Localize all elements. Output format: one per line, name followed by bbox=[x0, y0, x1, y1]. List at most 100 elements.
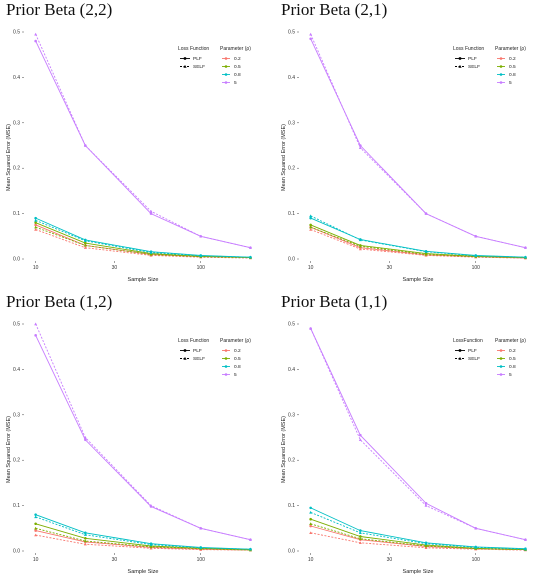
legend-key-triangle bbox=[183, 64, 187, 68]
y-tick-label: 0.4 bbox=[288, 367, 295, 373]
chart-title: Prior Beta (1,1) bbox=[281, 292, 388, 311]
legend-key-dot bbox=[224, 349, 228, 352]
y-tick-label: 0.5 bbox=[288, 322, 295, 328]
data-point-triangle bbox=[474, 526, 478, 530]
data-point-triangle bbox=[424, 252, 428, 256]
data-point-circle bbox=[309, 517, 312, 521]
data-point-triangle bbox=[309, 327, 313, 330]
series-line-self-5 bbox=[310, 328, 526, 541]
y-tick-label: 0.0 bbox=[13, 549, 20, 555]
legend-title-parameter: Parameter (ρ) bbox=[220, 338, 251, 344]
y-tick-label: 0.3 bbox=[13, 120, 20, 126]
data-point-circle bbox=[34, 223, 37, 227]
legend-label-parameter: 0.8 bbox=[234, 72, 241, 78]
series-line-plf-5 bbox=[35, 335, 251, 541]
legend-title-loss: LossFunction bbox=[453, 338, 483, 344]
line-chart: 0.0 0.1 0.2 0.3 0.4 0.5 10 30 100 Sample Size Mean… bbox=[281, 30, 527, 283]
legend-key-dot bbox=[499, 65, 503, 68]
x-tick-label: 30 bbox=[112, 557, 118, 563]
data-point-triangle bbox=[309, 225, 313, 229]
x-tick-label: 100 bbox=[197, 265, 206, 271]
series-line-plf-5 bbox=[35, 40, 251, 249]
series-line-self-5 bbox=[35, 34, 251, 249]
data-point-triangle bbox=[248, 255, 252, 259]
legend-label-parameter: 5 bbox=[234, 372, 237, 378]
y-tick-label: 0.3 bbox=[13, 412, 20, 418]
chart-title: Prior Beta (2,2) bbox=[6, 0, 113, 19]
x-tick-label: 100 bbox=[472, 265, 481, 271]
legend-label-parameter: 0.5 bbox=[509, 64, 516, 70]
data-point-triangle bbox=[358, 146, 362, 149]
data-point-triangle bbox=[523, 538, 527, 541]
x-axis-label: Sample Size bbox=[128, 569, 159, 575]
legend-label-loss: PLF bbox=[193, 348, 202, 354]
series-line-self-08 bbox=[310, 215, 526, 258]
y-axis-label: Mean Squared Error (MSE) bbox=[281, 416, 287, 483]
y-tick-label: 0.4 bbox=[13, 367, 20, 373]
series-line-self-5 bbox=[310, 34, 526, 249]
legend-label-loss: SELF bbox=[468, 356, 480, 362]
data-point-triangle bbox=[424, 212, 428, 215]
panel-prior-beta-2-2: Prior Beta (2,2) 0.0 0.1 0.2 0.3 0.4 0.5 10 30 1… bbox=[0, 0, 275, 292]
legend-key-dot bbox=[224, 73, 228, 76]
y-tick-label: 0.5 bbox=[288, 30, 295, 36]
data-point-triangle bbox=[523, 255, 527, 259]
data-point-circle bbox=[34, 522, 37, 526]
data-point-triangle bbox=[309, 227, 313, 231]
legend-label-loss: SELF bbox=[468, 64, 480, 70]
data-point-triangle bbox=[358, 238, 362, 242]
legend-label-loss: PLF bbox=[468, 348, 477, 354]
y-tick-label: 0.0 bbox=[288, 257, 295, 263]
data-point-triangle bbox=[358, 247, 362, 251]
y-axis-label: Mean Squared Error (MSE) bbox=[281, 124, 287, 191]
legend-key-dot bbox=[499, 73, 503, 76]
legend-label-parameter: 0.5 bbox=[509, 356, 516, 362]
legend-key-dot bbox=[499, 357, 503, 360]
legend-label-loss: PLF bbox=[468, 56, 477, 62]
legend-label-parameter: 0.8 bbox=[509, 364, 516, 370]
legend-key-dot bbox=[224, 81, 228, 84]
y-tick-label: 0.2 bbox=[13, 166, 20, 172]
panel-prior-beta-1-1: Prior Beta (1,1) 0.0 0.1 0.2 0.3 0.4 0.5 10 30 1… bbox=[275, 292, 550, 584]
data-point-triangle bbox=[309, 522, 313, 525]
legend-key-dot bbox=[499, 373, 503, 376]
legend-label-parameter: 0.5 bbox=[234, 356, 241, 362]
legend-title-parameter: Parameter (ρ) bbox=[495, 46, 526, 52]
y-tick-label: 0.4 bbox=[13, 75, 20, 81]
data-point-triangle bbox=[149, 252, 153, 256]
data-point-triangle bbox=[83, 246, 87, 249]
y-axis-label: Mean Squared Error (MSE) bbox=[6, 124, 12, 191]
legend-key-circle bbox=[458, 57, 462, 60]
data-point-triangle bbox=[424, 546, 428, 550]
series-line-self-08 bbox=[35, 219, 251, 258]
legend-title-parameter: Parameter (ρ) bbox=[220, 46, 251, 52]
legend-key-dot bbox=[224, 357, 228, 360]
data-point-circle bbox=[309, 524, 312, 528]
y-tick-label: 0.5 bbox=[13, 322, 20, 328]
data-point-circle bbox=[34, 529, 37, 532]
series-line-self-5 bbox=[35, 323, 251, 541]
data-point-triangle bbox=[248, 547, 252, 551]
data-point-triangle bbox=[358, 537, 362, 540]
data-point-triangle bbox=[83, 144, 87, 147]
data-point-circle bbox=[34, 334, 37, 337]
data-point-triangle bbox=[474, 254, 478, 258]
data-point-triangle bbox=[83, 243, 87, 247]
data-point-triangle bbox=[474, 547, 478, 550]
data-point-circle bbox=[309, 216, 312, 220]
data-point-triangle bbox=[358, 531, 362, 535]
y-tick-label: 0.0 bbox=[13, 257, 20, 263]
series-line-plf-08 bbox=[310, 217, 526, 258]
data-point-triangle bbox=[358, 541, 362, 545]
legend-key-circle bbox=[183, 349, 187, 352]
y-tick-label: 0.2 bbox=[13, 458, 20, 464]
data-point-triangle bbox=[199, 254, 203, 258]
data-point-circle bbox=[309, 223, 312, 227]
data-point-triangle bbox=[309, 214, 313, 218]
x-tick-label: 10 bbox=[33, 265, 39, 271]
panel-prior-beta-1-2: Prior Beta (1,2) 0.0 0.1 0.2 0.3 0.4 0.5 10 30 1… bbox=[0, 292, 275, 584]
legend-label-parameter: 5 bbox=[234, 80, 237, 86]
data-point-triangle bbox=[523, 547, 527, 551]
data-point-triangle bbox=[309, 531, 313, 535]
legend-key-triangle bbox=[458, 64, 462, 68]
